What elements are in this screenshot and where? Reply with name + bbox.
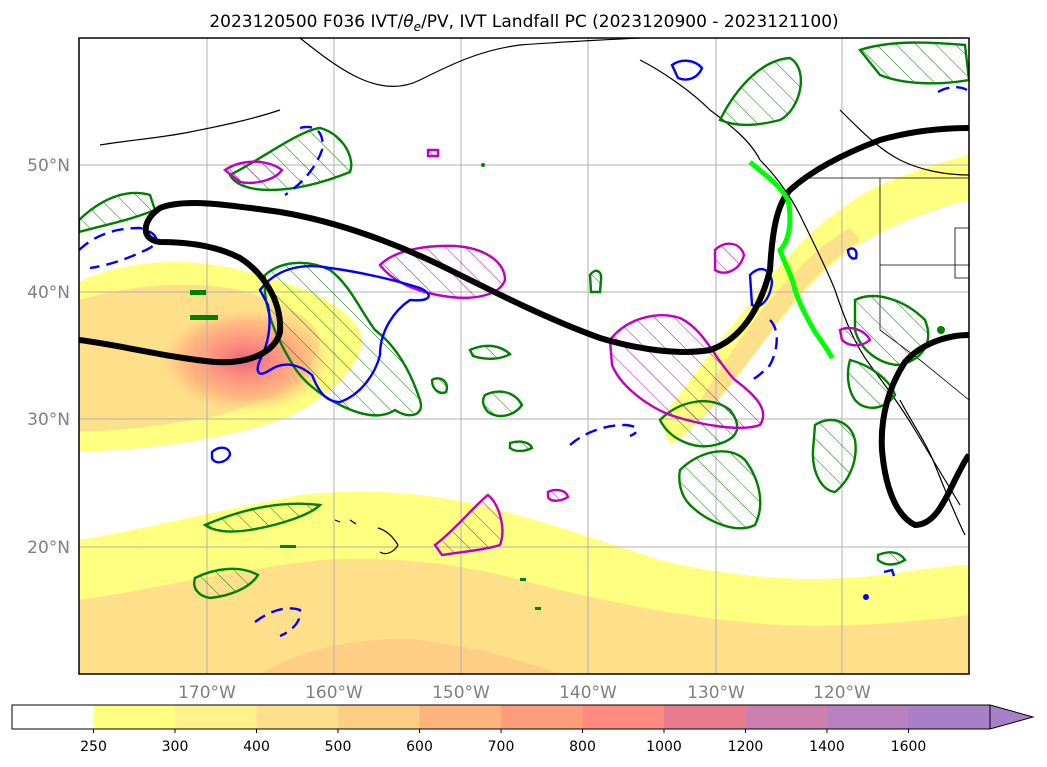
lon-tick-label: 170°W: [178, 683, 236, 703]
colorbar-segment: [256, 705, 339, 729]
map-panel: [79, 38, 969, 674]
blue-contour: [748, 319, 778, 381]
colorbar: 250 300 400 500 600 700 800 1000 1200 1400 1600: [11, 704, 1035, 755]
colorbar-extend-arrow: [989, 704, 1035, 730]
magenta-contour: [713, 242, 746, 274]
blue-contour: [846, 247, 858, 260]
pv-contour: [811, 418, 857, 494]
theta-e-contour: [79, 125, 969, 366]
colorbar-tick-label: 250: [80, 739, 107, 755]
magenta-contour: [838, 326, 872, 347]
blue-contour: [569, 423, 639, 446]
blue-contour: [883, 568, 896, 577]
colorbar-tick-label: 800: [569, 739, 596, 755]
lat-tick-label: 40°N: [27, 283, 70, 303]
pv-contour: [876, 551, 907, 566]
colorbar-tick-label: 1200: [728, 739, 764, 755]
pv-contour: [508, 440, 534, 453]
pv-contour: [857, 41, 969, 85]
blue-contours: [79, 59, 968, 638]
colorbar-segment: [501, 705, 583, 729]
colorbar-tick-label: 400: [243, 739, 270, 755]
map-border: [78, 37, 970, 675]
lon-tick-label: 120°W: [813, 683, 871, 703]
blue-contour: [79, 226, 158, 270]
colorbar-segment: [93, 705, 176, 729]
colorbar-segment: [745, 705, 828, 729]
ivt-landfall-line: [748, 160, 835, 360]
pv-contour: [202, 502, 323, 533]
lon-tick-label: 140°W: [559, 683, 617, 703]
pv-contour: [678, 450, 762, 530]
colorbar-tick-label: 300: [162, 739, 189, 755]
longitude-labels: 170°W 160°W 150°W 140°W 130°W 120°W: [178, 683, 871, 703]
pv-contour: [481, 390, 524, 418]
lon-tick-label: 160°W: [305, 683, 363, 703]
pv-contour: [430, 377, 449, 394]
theta-e-contours: [79, 125, 969, 529]
blue-contour: [254, 607, 302, 638]
small-features: [190, 163, 945, 610]
colorbar-segment: [175, 705, 257, 729]
colorbar-tick-label: 1600: [891, 739, 927, 755]
map-title: 2023120500 F036 IVT/θe/PV, IVT Landfall …: [209, 12, 838, 34]
lat-tick-label: 30°N: [27, 410, 70, 430]
magenta-contour: [433, 493, 504, 557]
colorbar-segment: [419, 705, 502, 729]
colorbar-tick-label: 1000: [646, 739, 682, 755]
colorbar-segment: [908, 705, 991, 729]
lat-tick-label: 50°N: [27, 156, 70, 176]
colorbar-tick-label: 500: [325, 739, 352, 755]
theta-e-contour: [878, 332, 969, 529]
lon-tick-label: 130°W: [687, 683, 745, 703]
blue-contour: [937, 86, 968, 94]
pv-contour: [79, 191, 157, 234]
colorbar-segment: [827, 705, 909, 729]
magenta-contour: [426, 148, 440, 158]
colorbar-segment: [664, 705, 746, 729]
colorbar-segment: [582, 705, 665, 729]
magenta-contour: [222, 160, 284, 184]
ivt-shading: [79, 155, 969, 674]
blue-contour: [210, 446, 232, 464]
blue-contour: [284, 125, 324, 196]
colorbar-tick-label: 1400: [809, 739, 845, 755]
magenta-contour: [546, 488, 570, 502]
pv-contour: [846, 358, 897, 409]
colorbar-segment: [338, 705, 420, 729]
pv-contour: [718, 56, 803, 127]
magenta-contour: [608, 314, 765, 430]
pv-contour: [193, 567, 260, 600]
blue-contour: [670, 59, 704, 81]
colorbar-segment: [12, 705, 94, 729]
pv-contour: [588, 269, 603, 294]
colorbar-tick-label: 700: [488, 739, 515, 755]
lon-tick-label: 150°W: [432, 683, 490, 703]
colorbar-tick-label: 600: [406, 739, 433, 755]
pv-contour: [468, 344, 513, 360]
lat-tick-label: 20°N: [27, 538, 70, 558]
blue-contour: [256, 264, 430, 404]
pv-contour: [263, 261, 423, 417]
latitude-labels: 50°N 40°N 30°N 20°N: [27, 156, 70, 558]
